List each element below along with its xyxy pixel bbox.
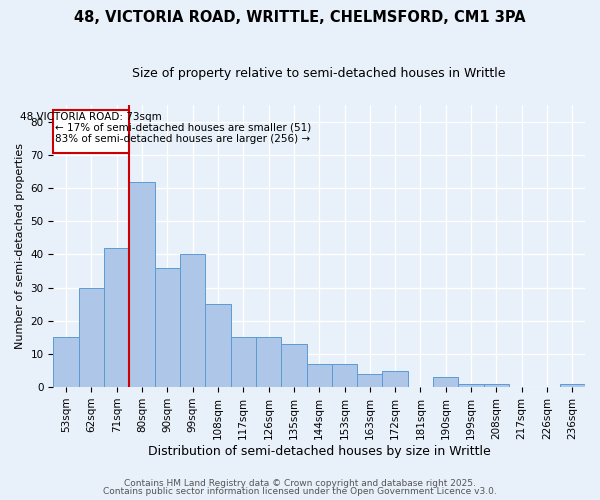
- Bar: [155, 268, 180, 387]
- Bar: [230, 338, 256, 387]
- Text: Contains public sector information licensed under the Open Government Licence v3: Contains public sector information licen…: [103, 487, 497, 496]
- Bar: [180, 254, 205, 387]
- Text: 83% of semi-detached houses are larger (256) →: 83% of semi-detached houses are larger (…: [55, 134, 311, 144]
- Text: Contains HM Land Registry data © Crown copyright and database right 2025.: Contains HM Land Registry data © Crown c…: [124, 478, 476, 488]
- Bar: [433, 377, 458, 387]
- Y-axis label: Number of semi-detached properties: Number of semi-detached properties: [15, 143, 25, 349]
- Bar: [205, 304, 230, 387]
- Bar: [79, 288, 104, 387]
- FancyBboxPatch shape: [53, 110, 130, 154]
- Bar: [104, 248, 130, 387]
- Bar: [256, 338, 281, 387]
- Bar: [332, 364, 357, 387]
- Text: ← 17% of semi-detached houses are smaller (51): ← 17% of semi-detached houses are smalle…: [55, 123, 311, 133]
- Bar: [307, 364, 332, 387]
- Bar: [357, 374, 382, 387]
- Bar: [53, 338, 79, 387]
- Bar: [382, 370, 408, 387]
- Title: Size of property relative to semi-detached houses in Writtle: Size of property relative to semi-detach…: [133, 68, 506, 80]
- Bar: [458, 384, 484, 387]
- Bar: [281, 344, 307, 387]
- Bar: [130, 182, 155, 387]
- X-axis label: Distribution of semi-detached houses by size in Writtle: Distribution of semi-detached houses by …: [148, 444, 491, 458]
- Bar: [484, 384, 509, 387]
- Bar: [560, 384, 585, 387]
- Text: 48, VICTORIA ROAD, WRITTLE, CHELMSFORD, CM1 3PA: 48, VICTORIA ROAD, WRITTLE, CHELMSFORD, …: [74, 10, 526, 25]
- Text: 48 VICTORIA ROAD: 73sqm: 48 VICTORIA ROAD: 73sqm: [20, 112, 162, 122]
